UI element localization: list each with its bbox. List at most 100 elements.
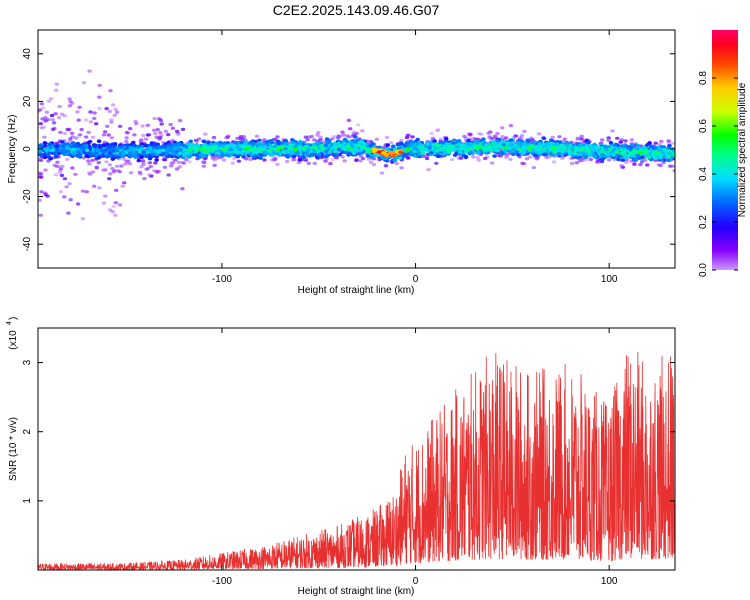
colorbar-tick-label: 0.0	[698, 263, 709, 277]
colorbar-label: Normalized spectral amplitude	[737, 82, 748, 217]
spectrogram-cell	[409, 142, 414, 147]
spectrogram-cell	[508, 138, 514, 142]
spectrogram-cell	[306, 161, 311, 165]
spectrogram-cell	[332, 149, 338, 154]
spectrogram-cell	[332, 145, 338, 149]
spectrogram-cell	[457, 150, 463, 154]
spectrogram-cell	[330, 158, 335, 162]
spectrogram-cell	[629, 138, 634, 142]
spectrogram-cell	[146, 133, 152, 137]
spectrogram-cell	[541, 136, 547, 141]
spectrogram-cell	[432, 139, 437, 143]
spectrogram-cell	[107, 109, 113, 113]
spectrogram-cell	[49, 113, 55, 118]
spectrogram-cell	[74, 136, 79, 140]
spectrogram-cell	[43, 191, 48, 195]
spectrogram-cell	[178, 119, 183, 123]
spectrogram-cell	[176, 160, 182, 164]
spectrogram-cell	[171, 152, 177, 156]
spectrogram-cell	[560, 156, 565, 160]
spectrogram-cell	[596, 150, 601, 155]
spectrogram-cell	[241, 145, 246, 149]
spectrogram-cell	[347, 151, 352, 156]
colorbar-tick-label: 0.6	[698, 119, 709, 133]
spectrogram-cell	[557, 140, 563, 144]
spectrogram-cell	[312, 138, 317, 142]
spectrogram-cell	[114, 164, 120, 168]
spectrogram-cell	[238, 134, 244, 139]
spectrogram-cell	[371, 163, 377, 167]
spectrogram-cell	[547, 155, 552, 159]
spectrogram-cell	[262, 158, 267, 162]
spectrogram-cell	[258, 156, 263, 160]
spectrogram-cell	[201, 139, 207, 144]
spectrogram-cell	[92, 143, 97, 147]
spectrogram-cell	[58, 130, 63, 134]
spectrogram-cell	[43, 116, 48, 120]
spectrogram-cell	[103, 194, 108, 198]
spectrogram-cell	[434, 161, 439, 165]
spectrogram-cell	[152, 142, 157, 147]
spectrogram-cell	[145, 149, 150, 154]
spectrogram-cell	[312, 145, 318, 150]
spectrogram-cell	[468, 132, 473, 136]
spectrogram-cell	[661, 148, 666, 152]
spectrogram-cell	[342, 159, 347, 163]
spectrogram-cell	[290, 151, 295, 155]
spectrogram-cell	[122, 181, 127, 185]
spectrogram-cell	[210, 146, 215, 151]
spectrogram-cell	[450, 157, 455, 162]
spectrogram-cell	[632, 162, 637, 166]
spectrogram-cell	[142, 177, 147, 181]
spectrogram-cell	[77, 105, 82, 109]
spectrogram-cell	[60, 164, 65, 168]
spectrogram-cell	[337, 152, 343, 157]
spectrogram-cell	[575, 136, 581, 140]
spectrogram-cell	[476, 158, 481, 162]
spectrogram-cell	[158, 135, 163, 139]
spectrogram-cell	[468, 143, 473, 147]
spectrogram-cell	[562, 137, 567, 141]
spectrogram-cell	[653, 141, 658, 145]
spectrogram-cell	[68, 137, 73, 141]
spectrogram-cell	[645, 155, 651, 159]
spectrogram-x-label: Height of straight line (km)	[298, 285, 415, 296]
spectrogram-cell	[66, 211, 71, 215]
spectrogram-cell	[154, 158, 159, 162]
spectrogram-cell	[67, 104, 73, 108]
spectrogram-cell	[162, 158, 168, 162]
spectrogram-cell	[514, 134, 519, 138]
spectrogram-cell	[241, 155, 246, 159]
spectrogram-cell	[471, 155, 476, 159]
spectrogram-cell	[629, 143, 635, 147]
spectrogram-cell	[41, 106, 46, 110]
spectrogram-y-tick-label: 20	[22, 95, 33, 107]
spectrogram-y-tick-label: -40	[22, 237, 33, 252]
spectrogram-cell	[87, 162, 92, 166]
spectrogram-cell	[482, 147, 487, 152]
spectrogram-cell	[578, 143, 583, 147]
spectrogram-cell	[347, 146, 352, 151]
spectrogram-cell	[568, 156, 574, 161]
spectrogram-cell	[110, 210, 115, 214]
spectrogram-cell	[325, 140, 331, 145]
spectrogram-cell	[397, 156, 403, 160]
spectrogram-cell	[97, 186, 102, 190]
spectrogram-cell	[158, 131, 163, 135]
spectrogram-cell	[84, 148, 90, 153]
spectrogram-cell	[550, 153, 555, 157]
spectrogram-cell	[305, 147, 311, 152]
spectrogram-cell	[667, 141, 672, 145]
spectrogram-cell	[182, 152, 187, 156]
spectrogram-cell	[492, 154, 497, 158]
spectrogram-cell	[141, 163, 146, 167]
spectrogram-cell	[365, 154, 371, 158]
spectrogram-cell	[163, 142, 168, 146]
spectrogram-cell	[412, 154, 418, 158]
spectrogram-cell	[254, 134, 260, 138]
spectrogram-cell	[320, 146, 326, 151]
spectrogram-cell	[351, 130, 356, 134]
spectrogram-peak-cell	[376, 150, 382, 154]
spectrogram-cell	[139, 165, 144, 169]
spectrogram-cell	[384, 135, 390, 139]
